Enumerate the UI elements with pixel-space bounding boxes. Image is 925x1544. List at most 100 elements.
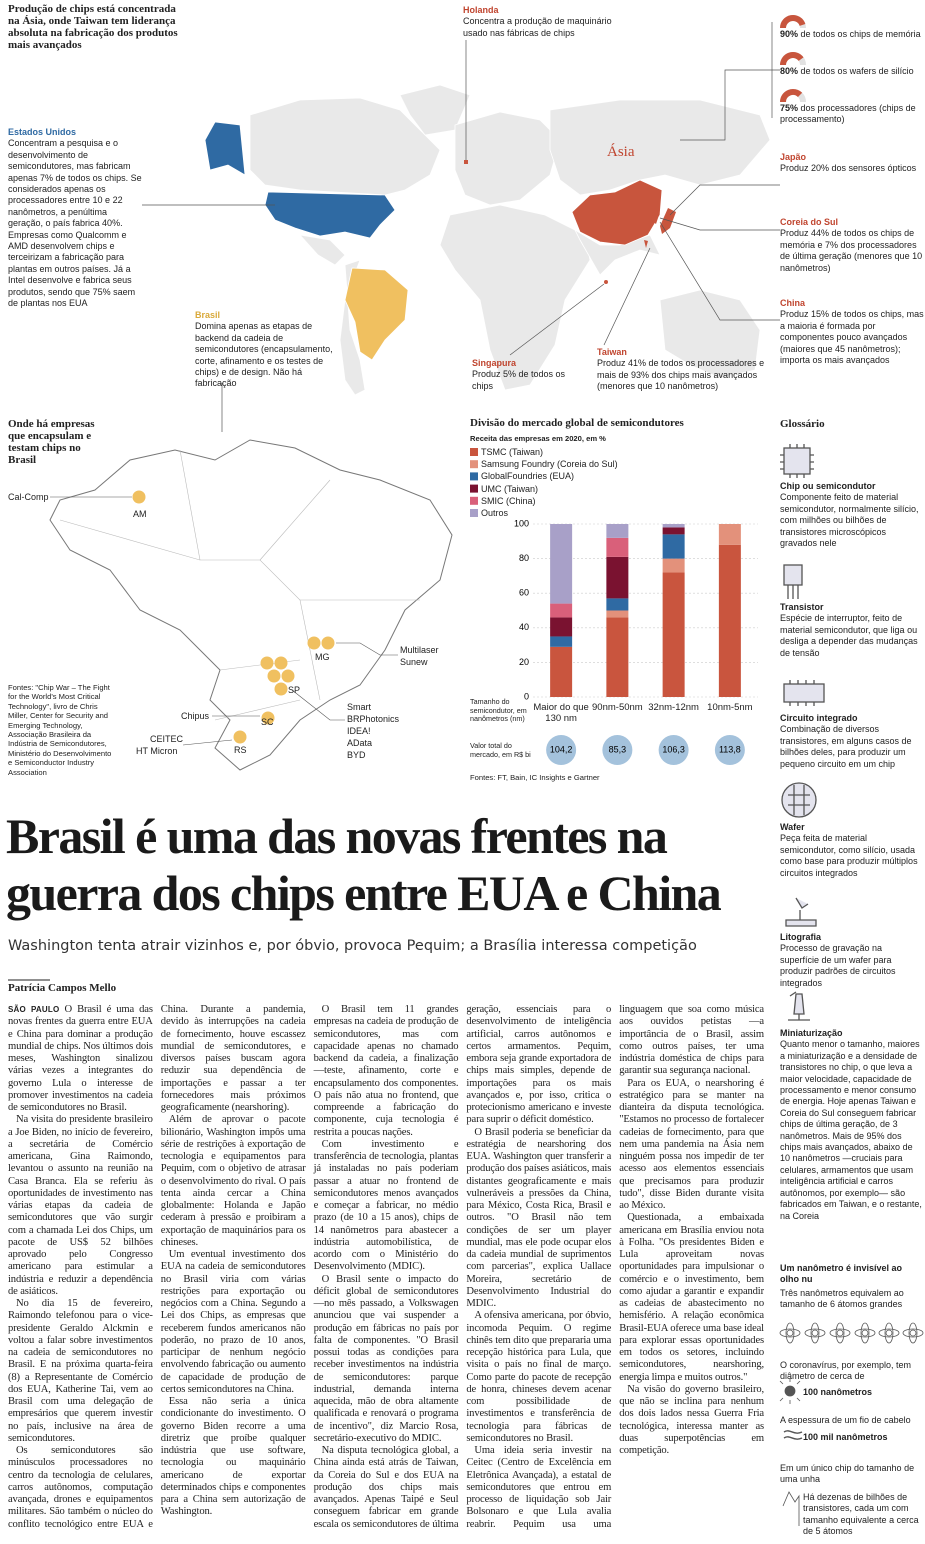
gauge-arc — [780, 52, 804, 66]
market-value-label: 85,3 — [609, 744, 627, 754]
article-paragraph: No dia 15 de fevereiro, Raimondo telefon… — [8, 1298, 153, 1445]
annotation: Brasil Domina apenas as etapas de backend… — [195, 310, 335, 390]
annotation-name: Coreia do Sul — [780, 217, 839, 227]
y-tick-label: 100 — [514, 518, 529, 528]
chart-subtitle: Receita das empresas em 2020, em % — [470, 434, 606, 443]
brazil-label: BRPhotonics — [347, 714, 400, 724]
x-axis-label: Tamanho do semicondutor, em nanômetros (… — [470, 697, 527, 723]
article-paragraph: Questionada, a embaixada americana em Br… — [619, 1212, 764, 1384]
article-paragraph: Essa não seria a única condicionante do … — [161, 1396, 306, 1519]
annotation: Taiwan Produz 41% de todos os processador… — [597, 347, 772, 393]
brazil-label: HT Micron — [136, 746, 178, 756]
glossary-definition: Processo de gravação na superfície de um… — [780, 943, 896, 988]
annotation-name: Brasil — [195, 310, 221, 320]
brazil-label: AM — [133, 509, 147, 519]
glossary-term: Litografia — [780, 932, 822, 942]
glossary-term: Transistor — [780, 602, 824, 612]
bar-segment — [606, 617, 629, 697]
paragraph-text: Na visita do presidente brasileiro a Joe… — [8, 1114, 153, 1297]
x-tick-label: 10nm-5nm — [707, 702, 753, 713]
paragraph-text: Na disputa tecnológica global, a China a… — [313, 1004, 612, 1530]
annotation-name: China — [780, 298, 806, 308]
article-paragraph: Na visita do presidente brasileiro a Joe… — [8, 1114, 153, 1298]
market-value-circle — [658, 735, 689, 765]
glossary-term: Chip ou semicondutor — [780, 481, 876, 491]
annotation-text: Produz 44% de todos os chips de memória … — [780, 228, 923, 273]
x-tick-label: 90nm-50nm — [592, 702, 643, 713]
glossary-definition: Quanto menor o tamanho, maiores a miniat… — [780, 1039, 922, 1221]
brazil-leaders — [50, 496, 398, 746]
y-tick-label: 20 — [519, 657, 529, 667]
scale-lead: Um nanômetro é invisível ao olho nu — [780, 1263, 903, 1285]
annotation-name: Japão — [780, 152, 807, 162]
brazil-label: Smart — [347, 702, 372, 712]
scale-text: Três nanômetros equivalem ao tamanho de … — [780, 1288, 904, 1310]
scale-text: 100 nanômetros — [803, 1387, 873, 1397]
scale-lead: O coronavírus, por exemplo, tem diâmetro… — [780, 1360, 912, 1382]
paragraph-text: Para os EUA, o nearshoring é estratégico… — [619, 1077, 764, 1212]
scale-text: Há dezenas de bilhões de transistores, c… — [803, 1492, 919, 1537]
paragraph-text: O Brasil sente o impacto do déficit glob… — [313, 1273, 459, 1444]
paragraph-text: Uma ideia seria investir na Ceitec (Cent… — [466, 1004, 764, 1530]
article-paragraph: Os semicondutores são minúsculos process… — [8, 1004, 306, 1540]
article-paragraph: A ofensiva americana, por óbvio, incomod… — [466, 1310, 611, 1445]
annotation-name: Taiwan — [597, 347, 627, 357]
annotation: China Produz 15% de todos os chips, mas a… — [780, 298, 925, 366]
korea — [651, 212, 659, 224]
paragraph-text: Essa não seria a única condicionante do … — [160, 1396, 306, 1518]
y-tick-label: 40 — [519, 622, 529, 632]
gauge-label: 80% — [780, 66, 799, 76]
legend-label: Outros — [481, 508, 509, 518]
market-value-circle — [714, 735, 745, 765]
market-value-label: 113,8 — [719, 744, 741, 754]
bar-segment — [550, 603, 573, 618]
bar-segment — [662, 558, 685, 573]
taiwan — [644, 240, 648, 248]
legend-label: UMC (Taiwan) — [481, 483, 539, 494]
gauge-caption: 75% dos processadores (chips de processa… — [780, 103, 925, 126]
article-paragraph: Uma ideia seria investir na Ceitec (Cent… — [466, 1004, 764, 1540]
gauge-text: dos processadores (chips de processament… — [780, 103, 916, 125]
market-value-label: 104,2 — [550, 744, 573, 754]
bar-segment — [606, 598, 629, 611]
legend-swatch — [470, 460, 478, 469]
y-tick-label: 0 — [524, 691, 529, 701]
scale-lead: Em um único chip do tamanho de uma unha — [780, 1463, 915, 1485]
market-value-label: 106,3 — [662, 744, 685, 754]
annotation-text: Concentram a pesquisa e o desenvolviment… — [8, 138, 142, 309]
bar-segment — [662, 534, 685, 559]
china — [571, 179, 663, 246]
legend-label: TSMC (Taiwan) — [481, 447, 544, 457]
article-paragraph: O Brasil sente o impacto do déficit glob… — [314, 1274, 459, 1446]
singapore — [604, 280, 608, 284]
glossary-title: Glossário — [780, 418, 825, 430]
bar-segment — [662, 527, 685, 535]
annotation-name: Singapura — [472, 358, 517, 368]
brazil-label: CEITEC — [150, 734, 184, 744]
brazil-outline — [49, 439, 453, 771]
annotation-text: Produz 20% dos sensores ópticos — [780, 163, 917, 174]
market-value-circle — [602, 735, 633, 765]
article-paragraph: Um eventual investimento dos EUA na cade… — [161, 1249, 306, 1396]
glossary-item: Chip ou semicondutor Componente feito de … — [780, 481, 923, 549]
gauge-text: de todos os wafers de silício — [800, 66, 914, 76]
legend-swatch — [470, 448, 478, 456]
glossary-definition: Componente feito de material semiconduto… — [780, 492, 919, 549]
x-tick-label: Maior do que 130 nm — [533, 702, 589, 725]
paragraph-text: Questionada, a embaixada americana em Br… — [619, 1212, 764, 1383]
gauge-caption: 90% de todos os chips de memória — [780, 29, 925, 40]
glossary-term: Wafer — [780, 822, 805, 832]
annotation: Estados Unidos Concentram a pesquisa e o … — [8, 127, 144, 310]
glossary-definition: Combinação de diversos transistores, em … — [780, 724, 912, 769]
article-paragraph: Para os EUA, o nearshoring é estratégico… — [619, 1078, 764, 1213]
brazil-label: SP — [288, 685, 301, 695]
paragraph-text: No dia 15 de fevereiro, Raimondo telefon… — [8, 1298, 153, 1444]
legend-swatch — [470, 484, 478, 493]
glossary-item: Wafer Peça feita de material semicondutor… — [780, 822, 923, 879]
brazil-label: Multilaser — [400, 645, 439, 655]
state-borders — [59, 449, 420, 721]
brazil-label: SC — [261, 717, 274, 727]
legend-swatch — [470, 509, 478, 517]
annotation: Holanda Concentra a produção de maquinári… — [463, 5, 633, 39]
gauge-arc — [780, 89, 803, 103]
